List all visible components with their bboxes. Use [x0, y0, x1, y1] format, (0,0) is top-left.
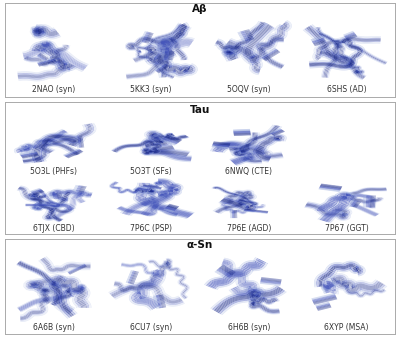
Text: 7P6C (PSP): 7P6C (PSP) — [130, 224, 172, 233]
Text: 6XYP (MSA): 6XYP (MSA) — [324, 323, 369, 332]
Text: 6TJX (CBD): 6TJX (CBD) — [33, 224, 74, 233]
Text: 5O3L (PHFs): 5O3L (PHFs) — [30, 167, 77, 176]
Text: 6CU7 (syn): 6CU7 (syn) — [130, 323, 172, 332]
Text: 6NWQ (CTE): 6NWQ (CTE) — [225, 167, 272, 176]
Text: 5O3T (SFs): 5O3T (SFs) — [130, 167, 172, 176]
Text: 5KK3 (syn): 5KK3 (syn) — [130, 86, 172, 94]
Text: 6H6B (syn): 6H6B (syn) — [228, 323, 270, 332]
Text: Tau: Tau — [190, 105, 210, 115]
Text: Aβ: Aβ — [192, 4, 208, 14]
Text: α-Sn: α-Sn — [187, 240, 213, 250]
Text: 7P67 (GGT): 7P67 (GGT) — [324, 224, 368, 233]
Text: 7P6E (AGD): 7P6E (AGD) — [227, 224, 271, 233]
Text: 6A6B (syn): 6A6B (syn) — [33, 323, 74, 332]
Text: 6SHS (AD): 6SHS (AD) — [326, 86, 366, 94]
Text: 2NAO (syn): 2NAO (syn) — [32, 86, 75, 94]
Text: 5OQV (syn): 5OQV (syn) — [227, 86, 271, 94]
